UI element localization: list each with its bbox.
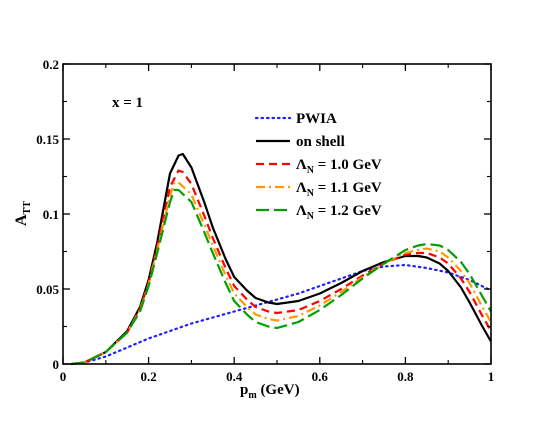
legend-label-main: Λ bbox=[296, 157, 307, 173]
legend-label-sub: N bbox=[307, 211, 315, 222]
series-line-n-1-1-gev bbox=[71, 181, 492, 366]
legend-label-rest: = 1.0 GeV bbox=[314, 157, 382, 173]
legend-label-main: Λ bbox=[296, 180, 307, 196]
x-axis-title-sub: m bbox=[248, 390, 257, 401]
x-tick-label: 0.6 bbox=[312, 369, 329, 384]
y-tick-label: 0.1 bbox=[43, 207, 59, 222]
y-tick-label: 0.15 bbox=[36, 132, 59, 147]
y-tick-label: 0.05 bbox=[36, 282, 59, 297]
axes: 0 0.2 0.4 0.6 0.8 1 0 0.05 0.1 0.15 0.2 bbox=[36, 57, 494, 384]
legend-label-pwia: PWIA bbox=[296, 111, 337, 127]
series-line-on-shell bbox=[71, 152, 492, 366]
y-axis-title: ATT bbox=[13, 201, 33, 226]
legend-label-main: on shell bbox=[296, 134, 345, 150]
x-axis-title-main: p bbox=[240, 382, 248, 398]
y-tick-label: 0 bbox=[53, 357, 60, 372]
series-line-n-1-2-gev bbox=[71, 188, 492, 366]
series-line-n-1-0-gev bbox=[71, 169, 492, 366]
legend-label-sub: N bbox=[307, 165, 315, 176]
legend-label-main: PWIA bbox=[296, 111, 337, 127]
legend-label-n-1-2-gev: ΛN = 1.2 GeV bbox=[296, 203, 382, 222]
series-line-pwia bbox=[70, 263, 493, 366]
legend-label-main: Λ bbox=[296, 203, 307, 219]
legend-label-on-shell: on shell bbox=[296, 134, 345, 150]
x-tick-label: 1 bbox=[488, 369, 495, 384]
legend-label-sub: N bbox=[307, 188, 315, 199]
x-tick-label: 0.2 bbox=[140, 369, 156, 384]
x-axis-title-unit: (GeV) bbox=[257, 382, 300, 398]
legend-label-n-1-1-gev: ΛN = 1.1 GeV bbox=[296, 180, 382, 199]
x-tick-label: 0 bbox=[60, 369, 67, 384]
y-axis-title-main: A bbox=[13, 214, 30, 226]
annotation-x: x = 1 bbox=[112, 95, 143, 111]
x-tick-label: 0.8 bbox=[397, 369, 414, 384]
y-tick-label: 0.2 bbox=[43, 57, 59, 72]
x-tick-label: 0.4 bbox=[226, 369, 243, 384]
legend-label-rest: = 1.2 GeV bbox=[314, 203, 382, 219]
y-axis-title-sub: TT bbox=[22, 201, 33, 215]
legend-label-n-1-0-gev: ΛN = 1.0 GeV bbox=[296, 157, 382, 176]
plot-area bbox=[70, 152, 493, 366]
x-axis-title: pm (GeV) bbox=[240, 382, 300, 401]
legend-label-rest: = 1.1 GeV bbox=[314, 180, 382, 196]
